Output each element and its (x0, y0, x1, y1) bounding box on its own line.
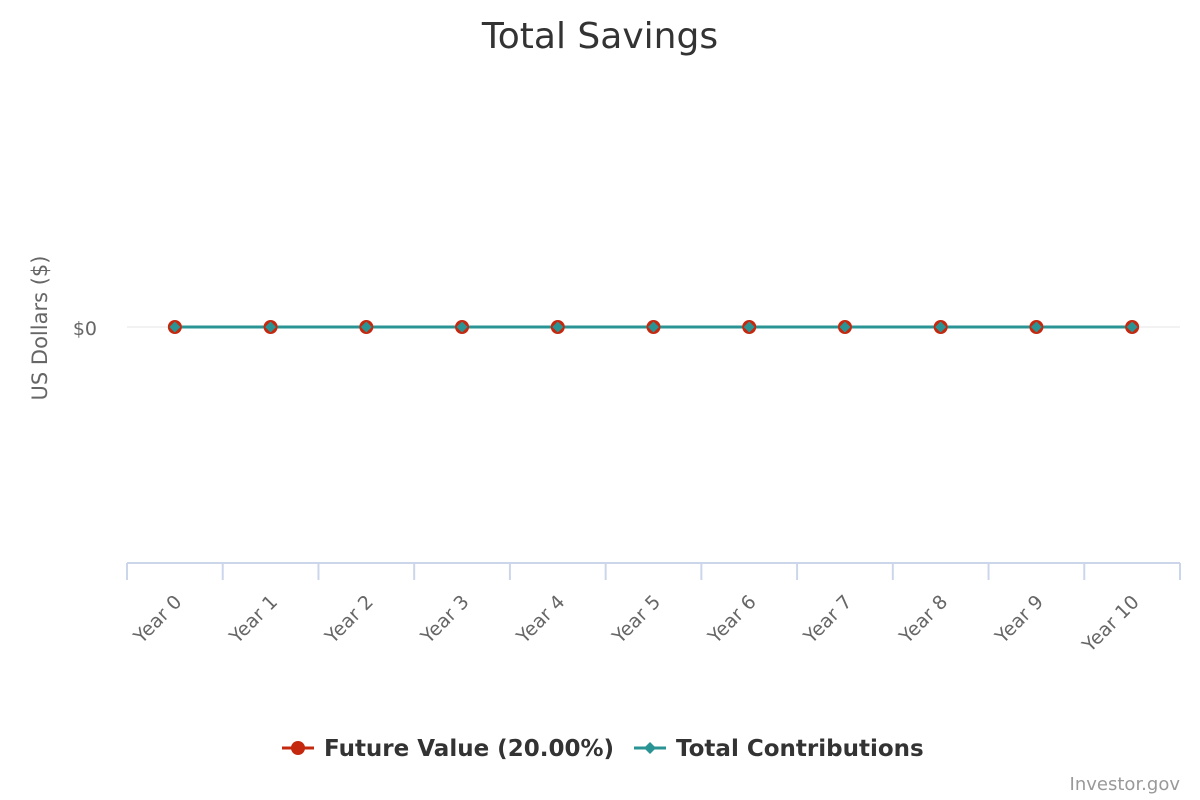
legend: Future Value (20.00%) Total Contributions (282, 736, 924, 762)
data-point-1[interactable] (839, 321, 851, 333)
data-point-1[interactable] (1126, 321, 1138, 333)
legend-label: Future Value (20.00%) (324, 736, 614, 762)
data-point-1[interactable] (360, 321, 372, 333)
data-point-1[interactable] (552, 321, 564, 333)
data-point-1[interactable] (935, 321, 947, 333)
chart-title: Total Savings (481, 16, 718, 57)
data-point-1[interactable] (169, 321, 181, 333)
x-tick-label: Year 0 (129, 591, 187, 649)
x-tick-label: Year 5 (608, 591, 666, 649)
x-tick-label: Year 7 (799, 591, 857, 649)
x-tick-label: Year 4 (512, 591, 570, 649)
series-lines (167, 320, 1140, 334)
x-tick-label: Year 6 (703, 591, 761, 649)
x-axis (126, 562, 1181, 580)
legend-label: Total Contributions (676, 736, 924, 762)
legend-marker-symbol (644, 742, 656, 754)
y-axis-labels: $0 (73, 318, 97, 340)
data-point-1[interactable] (456, 321, 468, 333)
data-point-1[interactable] (648, 321, 659, 333)
y-tick-label: $0 (73, 318, 97, 340)
x-axis-labels: Year 0 Year 1 Year 2 Year 3 Year 4 Year 5 Year… (129, 591, 1144, 657)
x-tick-label: Year 10 (1078, 591, 1144, 657)
data-point-1[interactable] (1030, 321, 1042, 333)
x-tick-label: Year 9 (990, 591, 1048, 649)
data-point-1[interactable] (265, 321, 277, 333)
data-point-1[interactable] (743, 321, 755, 333)
credits-link[interactable]: Investor.gov (1070, 774, 1181, 795)
y-axis-title: US Dollars ($) (28, 256, 52, 401)
x-tick-label: Year 2 (320, 591, 378, 649)
legend-marker-symbol (291, 741, 305, 755)
x-tick-label: Year 1 (225, 591, 283, 649)
x-tick-label: Year 8 (895, 591, 953, 649)
x-tick-label: Year 3 (416, 591, 474, 649)
legend-item-1[interactable]: Total Contributions (634, 736, 924, 762)
legend-item-0[interactable]: Future Value (20.00%) (282, 736, 614, 762)
